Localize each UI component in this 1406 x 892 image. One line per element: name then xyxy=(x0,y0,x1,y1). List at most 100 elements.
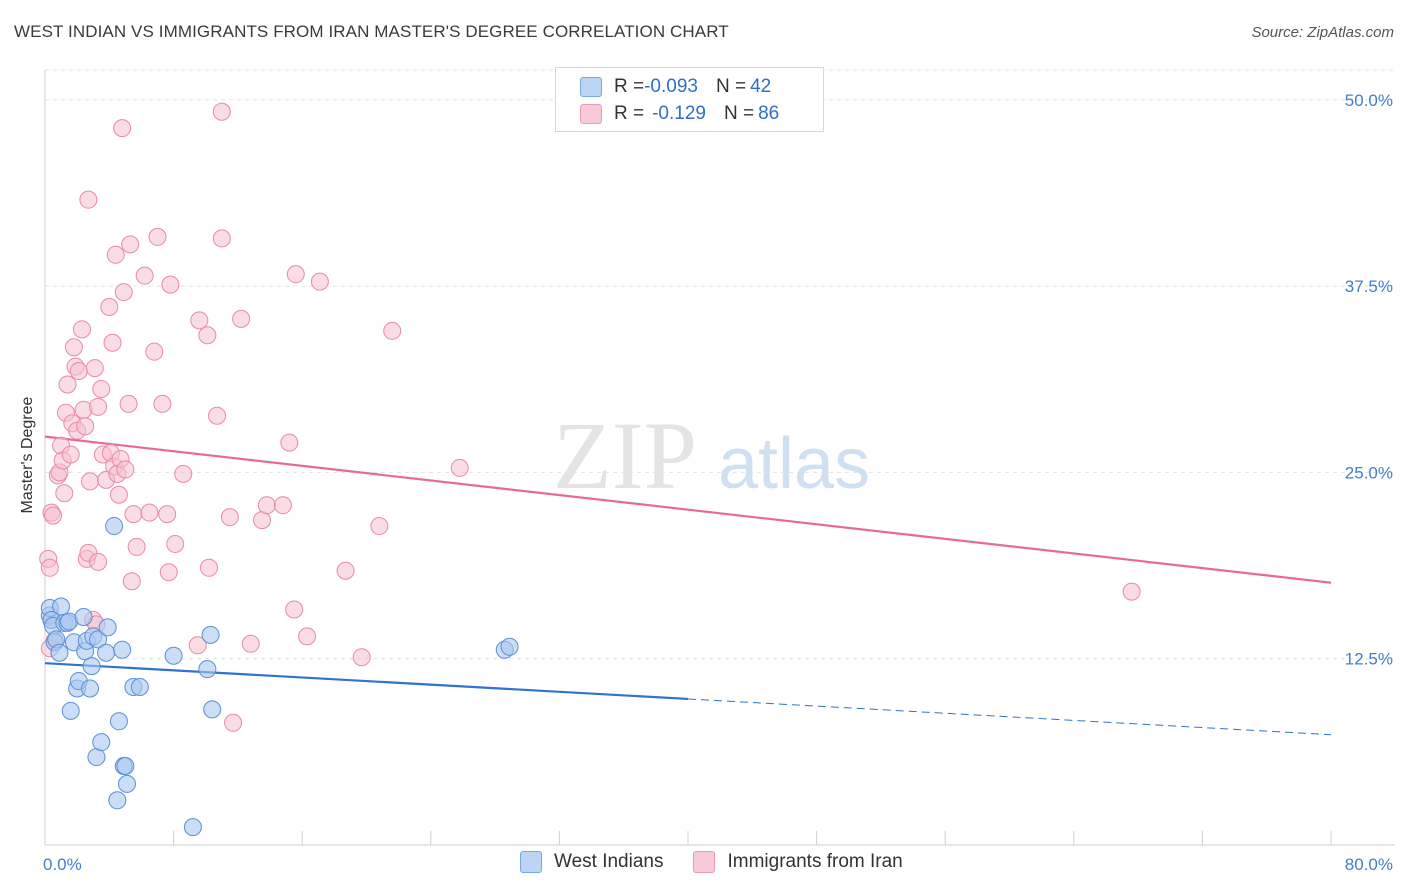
chart-title: WEST INDIAN VS IMMIGRANTS FROM IRAN MAST… xyxy=(14,22,729,41)
trend-lines xyxy=(44,435,1332,736)
legend-r-label: R = xyxy=(614,103,645,124)
legend-swatch-pink xyxy=(693,851,716,873)
point-west-indians xyxy=(105,517,124,536)
point-iran xyxy=(336,561,355,580)
legend-swatch-pink xyxy=(580,104,602,124)
point-west-indians xyxy=(52,597,71,616)
point-west-indians xyxy=(116,757,135,776)
point-iran xyxy=(153,394,172,413)
point-iran xyxy=(100,297,119,316)
point-iran xyxy=(40,558,59,577)
point-west-indians xyxy=(74,607,93,626)
point-west-indians xyxy=(130,678,149,697)
point-west-indians xyxy=(198,660,217,679)
point-iran xyxy=(121,235,140,254)
point-iran xyxy=(285,600,304,619)
legend-item-west-indians: West Indians xyxy=(520,851,663,873)
legend-n-label: N = xyxy=(715,76,747,97)
watermark: ZIP atlas xyxy=(553,402,870,509)
point-west-indians xyxy=(82,657,101,676)
point-west-indians xyxy=(98,618,117,637)
legend-r-value: -0.129 xyxy=(652,103,706,124)
point-iran xyxy=(135,266,154,285)
point-iran xyxy=(224,713,243,732)
point-iran xyxy=(273,496,292,515)
y-tick-label: 12.5% xyxy=(1345,650,1393,669)
point-iran xyxy=(352,648,371,667)
point-iran xyxy=(119,394,138,413)
point-iran xyxy=(208,406,227,425)
legend-r-value: -0.093 xyxy=(644,76,698,97)
x-tick-label: 0.0% xyxy=(43,855,82,874)
point-iran xyxy=(190,311,209,330)
tick-labels: 12.5% 25.0% 37.5% 50.0% 0.0% 80.0% xyxy=(43,91,1393,874)
point-iran xyxy=(124,505,143,524)
data-points xyxy=(39,102,1141,837)
point-west-indians xyxy=(89,630,108,649)
point-iran xyxy=(76,417,95,436)
point-west-indians xyxy=(97,643,116,662)
point-west-indians xyxy=(117,774,136,793)
trend-line-iran xyxy=(44,435,1332,584)
point-iran xyxy=(166,534,185,553)
point-west-indians xyxy=(50,643,69,662)
axes xyxy=(44,70,1395,846)
point-iran xyxy=(109,485,128,504)
point-iran xyxy=(106,245,125,264)
watermark-zip: ZIP xyxy=(553,402,697,509)
point-iran xyxy=(199,558,218,577)
point-iran xyxy=(55,484,74,503)
point-iran xyxy=(89,552,108,571)
point-iran xyxy=(145,342,164,361)
legend-item-iran: Immigrants from Iran xyxy=(693,851,903,873)
point-west-indians xyxy=(92,733,111,752)
legend-n-label: N = xyxy=(723,103,755,124)
point-iran xyxy=(158,505,177,524)
point-iran xyxy=(212,229,231,248)
point-iran xyxy=(280,433,299,452)
point-iran xyxy=(188,636,207,655)
point-iran xyxy=(298,627,317,646)
point-iran xyxy=(92,379,111,398)
point-iran xyxy=(370,517,389,536)
point-iran xyxy=(161,275,180,294)
point-west-indians xyxy=(61,701,80,720)
point-iran xyxy=(148,227,167,246)
legend-label-west-indians: West Indians xyxy=(554,851,664,872)
point-iran xyxy=(113,119,132,138)
legend-swatch-blue xyxy=(520,851,542,873)
point-iran xyxy=(103,333,122,352)
x-tick-label: 80.0% xyxy=(1345,855,1393,874)
point-west-indians xyxy=(109,712,128,731)
stats-legend: R = -0.093 N = 42 R = -0.129 N = 86 xyxy=(555,67,824,132)
y-tick-label: 37.5% xyxy=(1345,277,1393,296)
point-iran xyxy=(1122,582,1141,601)
point-iran xyxy=(44,506,63,525)
point-west-indians xyxy=(164,646,183,665)
point-west-indians xyxy=(108,791,127,810)
point-iran xyxy=(174,464,193,483)
point-iran xyxy=(74,400,93,419)
point-iran xyxy=(114,283,133,302)
legend-n-value: 42 xyxy=(750,76,772,97)
series-legend: West Indians Immigrants from Iran xyxy=(520,851,933,873)
point-iran xyxy=(241,634,260,653)
point-iran xyxy=(257,496,276,515)
point-iran xyxy=(383,321,402,340)
trend-line-west-indians-extrapolated xyxy=(687,698,1332,736)
legend-row-iran: R = -0.129 N = 86 xyxy=(580,102,779,126)
point-west-indians xyxy=(81,679,100,698)
point-iran xyxy=(85,359,104,378)
gridlines xyxy=(45,69,1395,660)
point-iran xyxy=(64,338,83,357)
point-iran xyxy=(220,508,239,527)
point-iran xyxy=(198,326,217,345)
watermark-atlas: atlas xyxy=(718,424,870,504)
source-label: Source: ZipAtlas.com xyxy=(1251,24,1394,41)
y-tick-label: 50.0% xyxy=(1345,91,1393,110)
point-west-indians xyxy=(203,700,222,719)
point-west-indians xyxy=(500,637,519,656)
y-tick-label: 25.0% xyxy=(1345,463,1393,482)
point-iran xyxy=(89,397,108,416)
